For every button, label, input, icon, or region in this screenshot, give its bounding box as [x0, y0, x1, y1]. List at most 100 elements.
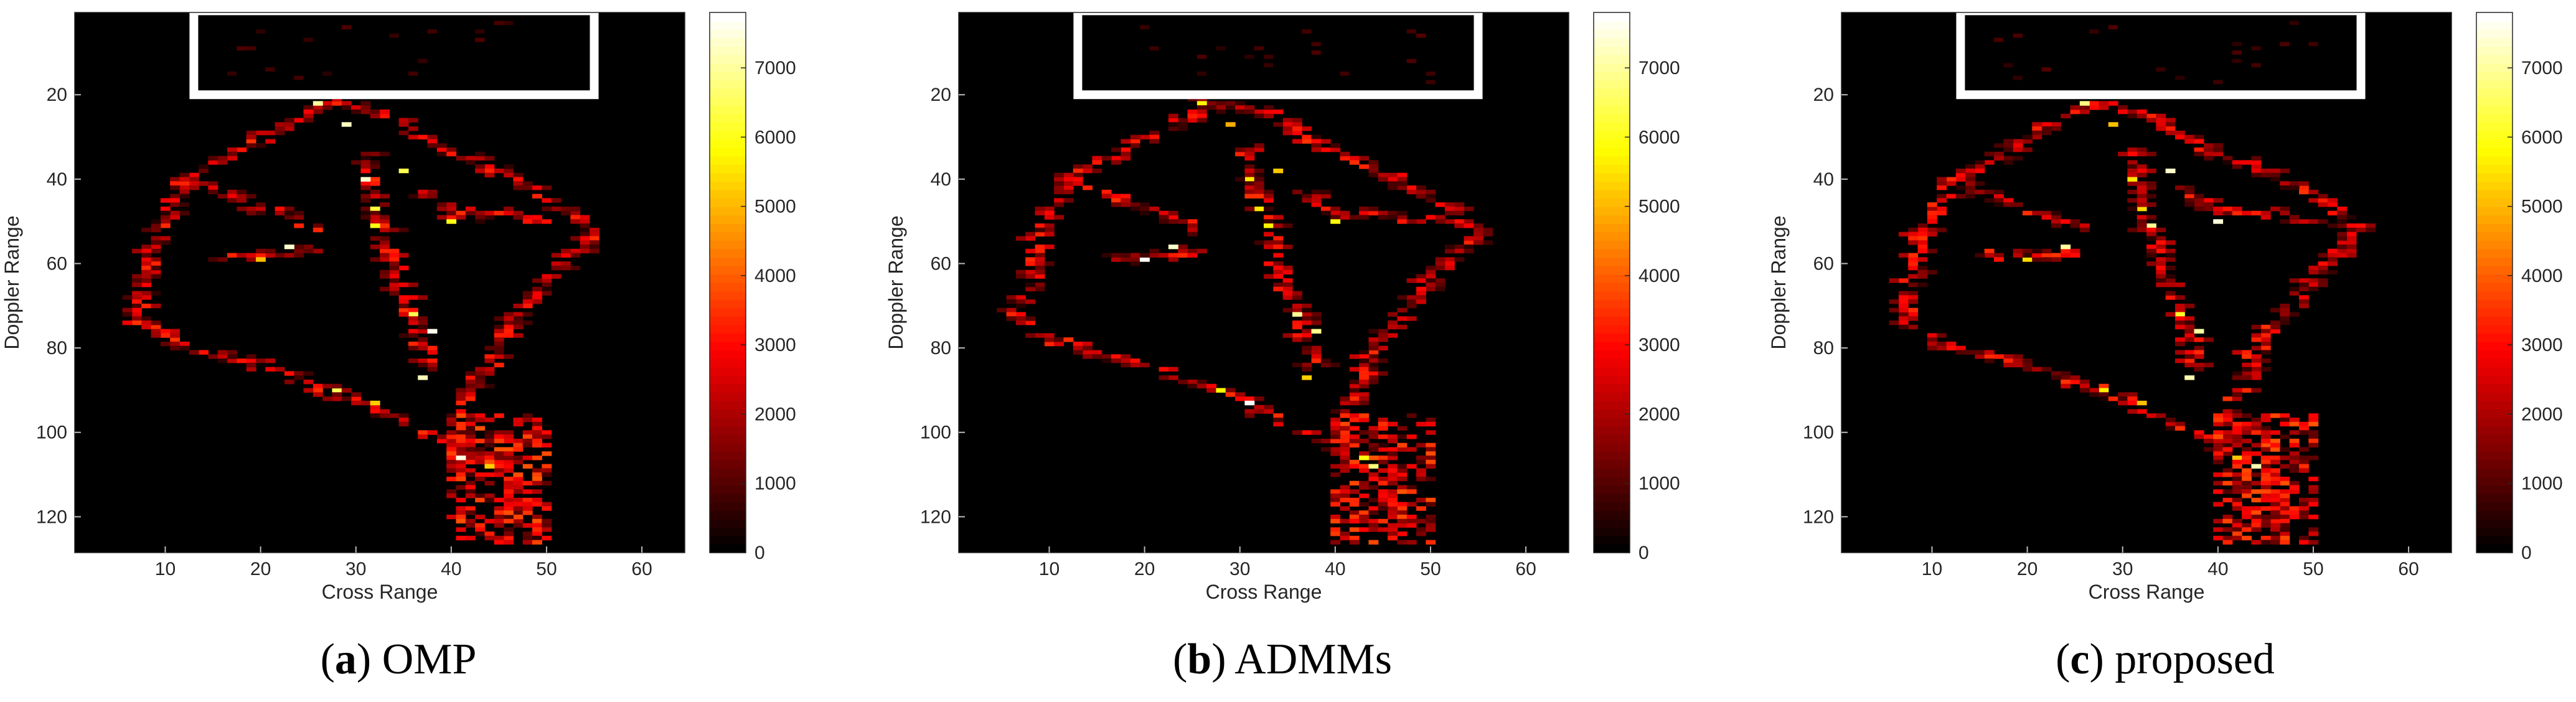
colorbar-segment: [710, 527, 746, 536]
heatmap-cell: [522, 506, 533, 511]
heatmap-cell: [389, 265, 400, 271]
heatmap-cell: [1282, 244, 1293, 250]
heatmap-cell: [408, 333, 418, 338]
heatmap-cell: [427, 345, 438, 351]
heatmap-cell: [1955, 177, 1966, 182]
heatmap-cell: [2318, 261, 2328, 266]
colorbar-segment: [2476, 147, 2513, 157]
heatmap-cell: [370, 181, 380, 186]
heatmap-cell: [1416, 518, 1426, 524]
heatmap-cell: [522, 540, 533, 545]
x-tick-label: 20: [250, 559, 271, 579]
heatmap-cell: [1121, 156, 1131, 161]
heatmap-cell: [1388, 497, 1398, 503]
heatmap-cell: [1378, 459, 1388, 465]
heatmap-cell: [2232, 392, 2242, 397]
heatmap-cell: [1244, 206, 1255, 212]
heatmap-cell: [2299, 430, 2309, 435]
heatmap-cell: [1168, 215, 1178, 220]
heatmap-cell: [170, 194, 181, 199]
heatmap-cell: [170, 341, 181, 347]
heatmap-cell: [1292, 324, 1302, 330]
heatmap-cell: [418, 341, 428, 347]
heatmap-cell: [1349, 540, 1360, 545]
heatmap-cell: [2308, 278, 2319, 283]
heatmap-cell: [1368, 442, 1379, 448]
heatmap-cell: [1054, 177, 1065, 182]
heatmap-cell: [1426, 194, 1436, 199]
heatmap-cell: [2174, 426, 2185, 431]
heatmap-cell: [360, 164, 371, 169]
heatmap-cell: [2070, 109, 2080, 115]
caption-paren-open: (: [2056, 635, 2070, 683]
heatmap-cell: [2308, 219, 2319, 224]
heatmap-cell: [284, 126, 294, 131]
heatmap-cell: [2327, 223, 2338, 228]
heatmap-cell: [2260, 535, 2271, 541]
heatmap-cell: [1406, 514, 1417, 520]
heatmap-cell: [1359, 371, 1370, 376]
heatmap-cell: [1187, 96, 1198, 102]
heatmap-cell: [2260, 358, 2271, 363]
heatmap-cell: [2127, 189, 2138, 195]
heatmap-cell: [2232, 50, 2242, 55]
heatmap-cell: [1121, 257, 1131, 262]
heatmap-cell: [351, 109, 361, 115]
colorbar-segment: [710, 156, 746, 165]
colorbar-segment: [2476, 434, 2513, 444]
heatmap-cell: [1917, 232, 1928, 237]
heatmap-cell: [1994, 354, 2004, 359]
colorbar-segment: [1594, 510, 1630, 520]
x-tick-label: 10: [155, 559, 176, 579]
heatmap-cell: [475, 371, 486, 376]
heatmap-cell: [513, 502, 524, 507]
heatmap-cell: [1196, 109, 1207, 115]
heatmap-cell: [2061, 248, 2071, 254]
x-tick-label: 60: [1515, 559, 1536, 579]
heatmap-cell: [513, 485, 524, 490]
caption-paren-open: (: [1173, 635, 1187, 683]
heatmap-cell: [170, 181, 181, 186]
heatmap-cell: [2280, 494, 2290, 498]
heatmap-cell: [456, 421, 466, 427]
heatmap-cell: [1282, 269, 1293, 275]
heatmap-cell: [408, 194, 418, 199]
heatmap-cell: [522, 464, 533, 469]
heatmap-cell: [484, 367, 495, 372]
heatmap-cell: [2308, 413, 2319, 418]
heatmap-cell: [332, 383, 342, 389]
colorbar-segment: [1594, 468, 1630, 477]
colorbar-segment: [2476, 341, 2513, 351]
heatmap-cell: [2146, 202, 2156, 207]
heatmap-cell: [1073, 177, 1083, 182]
heatmap-cell: [446, 494, 457, 498]
heatmap-cell: [1349, 392, 1360, 397]
heatmap-cell: [1311, 202, 1322, 207]
heatmap-cell: [131, 312, 142, 317]
heatmap-cell: [2232, 497, 2242, 503]
colorbar-segment: [2476, 409, 2513, 418]
heatmap-cell: [2242, 535, 2252, 541]
heatmap-cell: [494, 362, 504, 368]
heatmap-cell: [237, 147, 247, 152]
colorbar-segment: [2476, 307, 2513, 317]
heatmap-cell: [1273, 261, 1284, 266]
heatmap-cell: [2308, 283, 2319, 288]
heatmap-cell: [1349, 514, 1360, 520]
caption-letter: c: [2070, 635, 2089, 683]
heatmap-cell: [427, 362, 438, 368]
heatmap-cell: [1025, 269, 1036, 275]
heatmap-cell: [1196, 383, 1207, 389]
heatmap-cell: [1254, 172, 1264, 178]
heatmap-cell: [1368, 350, 1379, 355]
heatmap-cell: [1368, 523, 1379, 528]
heatmap-cell: [1292, 337, 1302, 342]
heatmap-cell: [2061, 383, 2071, 389]
heatmap-cell: [494, 329, 504, 334]
heatmap-cell: [1264, 244, 1274, 250]
heatmap-cell: [494, 438, 504, 444]
heatmap-cell: [494, 456, 504, 461]
heatmap-cell: [1359, 375, 1370, 380]
heatmap-cell: [246, 358, 256, 363]
heatmap-cell: [1168, 257, 1178, 262]
